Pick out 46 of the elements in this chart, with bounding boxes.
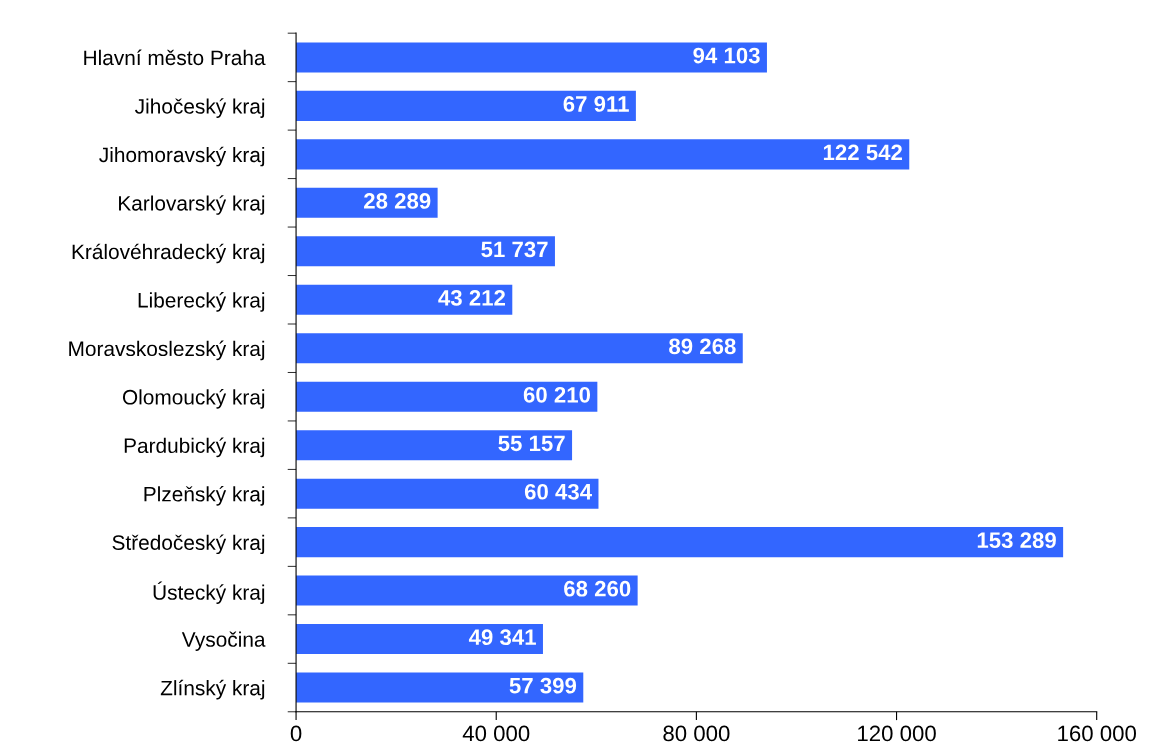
data-label: 51 737 — [481, 241, 548, 258]
bar — [296, 478, 599, 509]
data-label: 122 542 — [823, 144, 902, 161]
y-tick-label: Pardubický kraj — [124, 437, 265, 458]
data-label: 153 289 — [977, 532, 1056, 549]
x-tick-label: 0 — [290, 725, 302, 742]
bar — [296, 90, 636, 121]
bar — [296, 42, 767, 73]
data-label: 60 434 — [524, 483, 592, 500]
y-tick-label: Moravskoslezský kraj — [69, 340, 265, 361]
data-label: 57 399 — [509, 677, 577, 694]
y-tick-label: Zlínský kraj — [160, 679, 265, 700]
bar — [296, 333, 743, 364]
data-label: 68 260 — [564, 580, 631, 597]
y-tick-label: Středočeský kraj — [112, 534, 265, 555]
y-tick-label: Jihomoravský kraj — [99, 146, 265, 167]
y-tick-label: Královéhradecký kraj — [72, 243, 265, 264]
bar — [296, 575, 638, 606]
data-label: 94 103 — [693, 47, 760, 64]
y-tick-label: Liberecký kraj — [138, 292, 265, 312]
bar — [296, 672, 584, 703]
bar — [296, 624, 543, 655]
x-tick-label: 160 000 — [1058, 725, 1136, 742]
data-label: 28 289 — [364, 193, 431, 209]
x-tick-label: 120 000 — [858, 725, 936, 742]
bar — [296, 236, 555, 267]
bar — [296, 381, 598, 412]
bar — [296, 527, 1064, 558]
bar — [296, 284, 513, 315]
y-tick-label: Plzeňský kraj — [144, 485, 265, 506]
y-tick-label: Karlovarský kraj — [119, 195, 265, 215]
y-tick-label: Ústecký kraj — [153, 581, 265, 604]
data-label: 60 210 — [523, 386, 591, 403]
data-label: 89 268 — [669, 338, 736, 355]
y-tick-label: Jihočeský kraj — [135, 98, 265, 118]
x-tick-label: 80 000 — [663, 725, 730, 742]
y-tick-label: Olomoucký kraj — [122, 389, 265, 409]
data-label: 55 157 — [498, 435, 565, 452]
bar — [296, 430, 573, 461]
y-tick-label: Hlavní město Praha — [84, 49, 266, 66]
data-label: 49 341 — [468, 629, 536, 646]
x-tick-label: 40 000 — [462, 725, 530, 742]
data-label: 67 911 — [563, 96, 629, 112]
y-tick-label: Vysočina — [181, 631, 266, 651]
data-label: 43 212 — [438, 290, 506, 306]
bar — [296, 139, 910, 170]
